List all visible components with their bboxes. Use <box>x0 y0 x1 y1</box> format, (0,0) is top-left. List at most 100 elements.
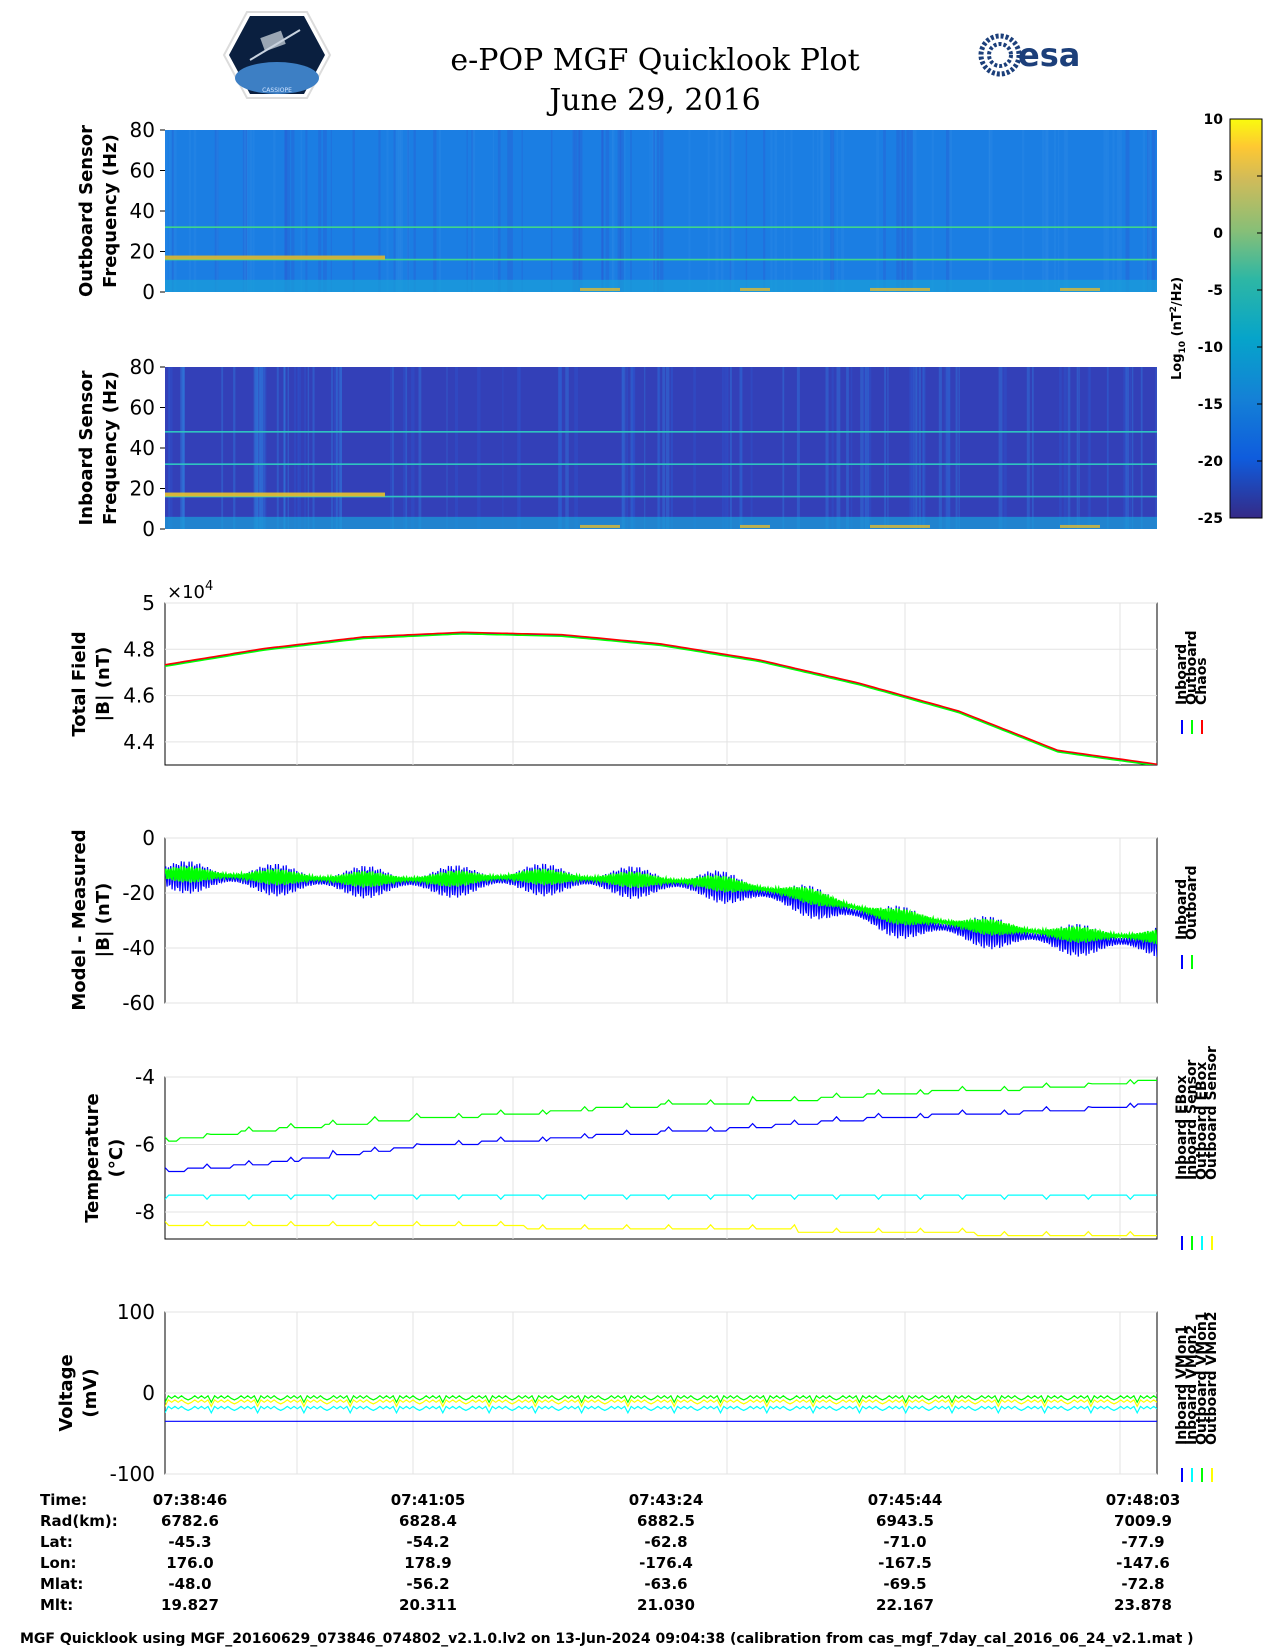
esa-logo: esa <box>978 33 1080 77</box>
spectrogram-texture <box>247 130 249 292</box>
spectrogram-texture <box>688 130 691 292</box>
spectrogram-texture <box>1140 367 1143 529</box>
spectrogram-texture <box>1044 130 1049 292</box>
spectrogram-texture <box>165 130 168 292</box>
spectrogram-texture <box>250 130 252 292</box>
spectrogram-texture <box>173 130 177 292</box>
spectrogram-texture <box>297 367 299 529</box>
spectrogram-texture <box>403 367 407 529</box>
spectrogram-texture <box>438 130 441 292</box>
spectrogram-texture <box>396 130 400 292</box>
spectrogram-texture <box>944 367 947 529</box>
spectrogram-texture <box>720 130 724 292</box>
voltage-ylabel-2: (mV) <box>80 1368 101 1417</box>
spectrogram-texture <box>1125 367 1130 529</box>
temperature-ylabel-1: Temperature <box>82 1093 103 1222</box>
spectrogram-texture <box>651 130 655 292</box>
spectrogram-texture <box>276 367 279 529</box>
temperature-series-outboard-ebox <box>165 1194 1157 1201</box>
total-field-ylabel-1: Total Field <box>69 631 90 736</box>
spectrogram-texture <box>938 367 942 529</box>
spectrogram-texture <box>300 130 303 292</box>
spectrogram-texture <box>323 130 327 292</box>
spectrogram-texture <box>790 130 793 292</box>
spectrogram-texture <box>909 130 913 292</box>
spectrogram-texture <box>1125 130 1130 292</box>
spectrogram-texture <box>1147 130 1150 292</box>
spectrogram-texture <box>181 367 185 529</box>
info-row-label: Mlt: <box>40 1596 73 1614</box>
spectrogram-texture <box>477 367 481 529</box>
spectrogram-texture <box>516 367 520 529</box>
spectrogram-texture <box>946 130 950 292</box>
spectrogram-texture <box>863 367 866 529</box>
spectrogram-texture <box>233 367 236 529</box>
spectrogram-texture <box>910 367 915 529</box>
outboard-spectrogram-ylabel-2: Frequency (Hz) <box>100 134 121 288</box>
colorbar-tick-label: 10 <box>1204 112 1224 128</box>
y-tick-label: 4.4 <box>123 730 155 754</box>
spectrogram-texture <box>339 367 342 529</box>
y-tick-label: -20 <box>122 881 155 905</box>
info-cell: 21.030 <box>637 1596 695 1614</box>
info-cell: -167.5 <box>878 1554 932 1572</box>
spectrogram-texture <box>602 130 604 292</box>
spectrogram-texture <box>283 367 286 529</box>
info-cell: 6828.4 <box>399 1512 457 1530</box>
legend-entry: Outboard <box>1184 630 1200 705</box>
info-cell: -69.5 <box>883 1575 926 1593</box>
spectrogram-texture <box>1042 130 1045 292</box>
spectrogram-texture <box>214 130 219 292</box>
spectrogram-texture <box>831 130 834 292</box>
y-tick-label: -40 <box>122 936 155 960</box>
spectrogram-texture <box>621 367 626 529</box>
spectrogram-texture <box>605 130 610 292</box>
spectrogram-texture <box>408 130 410 292</box>
spectrogram-texture <box>168 367 173 529</box>
spectrogram-texture <box>1119 130 1122 292</box>
total-field-series-outboard <box>165 633 1157 765</box>
spectrogram-texture <box>405 367 408 529</box>
info-row-label: Lon: <box>40 1554 77 1572</box>
spectrogram-texture <box>507 130 509 292</box>
spectrogram-texture <box>183 367 185 529</box>
legend-entry: Outboard EBox <box>1194 1062 1210 1180</box>
esa-logo-text: esa <box>1018 36 1080 74</box>
info-cell: 07:41:05 <box>391 1491 466 1509</box>
spectrogram-texture <box>413 130 416 292</box>
voltage-series-inboard-vmon2 <box>165 1405 1157 1415</box>
spectrogram-texture <box>386 130 389 292</box>
outboard-spectrogram-ylabel-1: Outboard Sensor <box>76 125 97 297</box>
spectrogram-texture <box>259 367 263 529</box>
y-tick-label: 80 <box>130 355 155 379</box>
temperature-series-inboard-ebox <box>165 1102 1157 1173</box>
spectrogram-texture <box>412 367 415 529</box>
spectrogram-texture <box>283 367 285 529</box>
spectrogram-texture <box>612 130 615 292</box>
spectrogram-texture <box>601 130 604 292</box>
y-tick-label: 60 <box>130 159 155 183</box>
y-tick-label: -4 <box>135 1065 155 1089</box>
spectrogram-texture <box>922 367 926 529</box>
colorbar-tick-label: -25 <box>1198 511 1223 527</box>
colorbar-tick-label: -5 <box>1207 283 1223 299</box>
spectrogram-texture <box>1022 130 1025 292</box>
y-tick-label: 0 <box>142 517 155 541</box>
info-cell: 178.9 <box>404 1554 451 1572</box>
spectrogram-texture <box>188 130 191 292</box>
spectrogram-texture <box>740 367 743 529</box>
spectrogram-texture <box>631 367 635 529</box>
legend-entry: Outboard VMon2 <box>1204 1311 1220 1445</box>
orbit-info-table: Time: 07:38:46 07:41:05 07:43:24 07:45:44 07:… <box>40 1491 1180 1614</box>
spectrogram-texture <box>389 367 393 529</box>
model-minus-measured-ylabel-1: Model - Measured <box>69 829 90 1010</box>
spectrogram-texture <box>730 130 735 292</box>
colorbar-label: Log10 (nT2/Hz) <box>1169 277 1188 380</box>
spectrogram-texture <box>739 367 743 529</box>
spectrogram-texture <box>896 130 899 292</box>
spectrogram-texture <box>256 367 260 529</box>
total-field-series-chaos <box>165 631 1157 765</box>
spectrogram-texture <box>305 130 308 292</box>
spectrogram-texture <box>193 130 197 292</box>
spectrogram-texture <box>619 130 624 292</box>
